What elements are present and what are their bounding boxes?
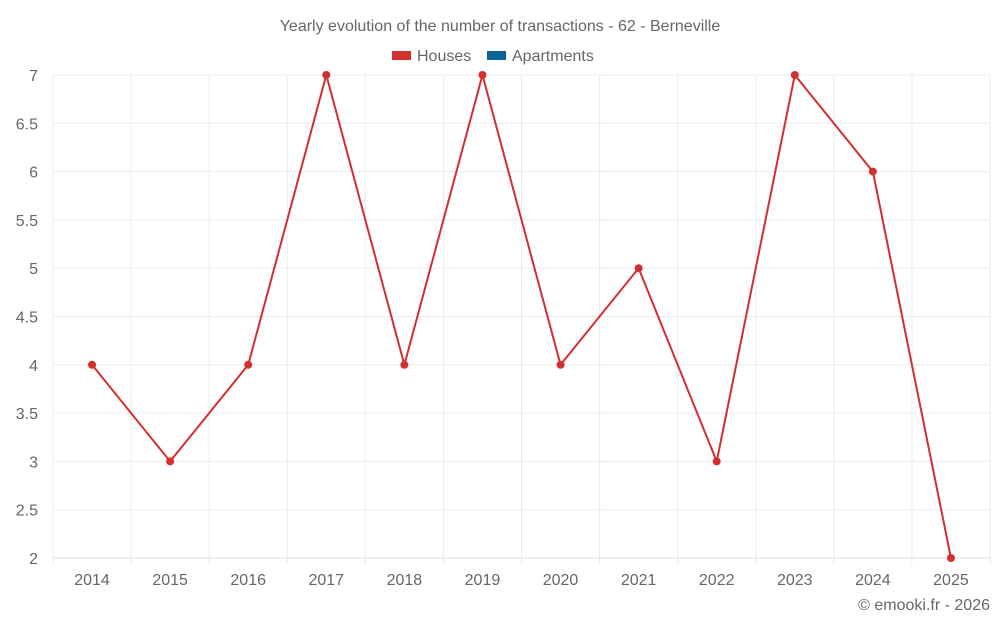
legend-swatch-apartments[interactable] (487, 51, 506, 60)
data-point-houses-2014[interactable] (88, 360, 97, 369)
chart-title: Yearly evolution of the number of transa… (280, 18, 721, 35)
data-point-houses-2019[interactable] (478, 71, 487, 79)
x-tick-label: 2015 (152, 572, 188, 589)
x-tick-label: 2014 (74, 572, 110, 589)
data-point-houses-2023[interactable] (790, 71, 799, 79)
data-point-houses-2016[interactable] (244, 360, 253, 369)
data-point-houses-2017[interactable] (322, 71, 331, 79)
x-tick-label: 2019 (465, 572, 501, 589)
legend-label-apartments[interactable]: Apartments (512, 48, 594, 65)
x-tick-label: 2025 (933, 572, 969, 589)
x-tick-label: 2022 (699, 572, 735, 589)
x-tick-label: 2017 (308, 572, 344, 589)
y-tick-label: 2.5 (16, 503, 38, 520)
data-point-houses-2015[interactable] (166, 457, 175, 466)
series-line-houses (91, 74, 952, 559)
credit-text: © emooki.fr - 2026 (858, 597, 990, 614)
legend: Houses Apartments (392, 48, 594, 65)
y-tick-label: 4.5 (16, 310, 38, 327)
x-tick-label: 2018 (387, 572, 423, 589)
data-point-houses-2022[interactable] (712, 457, 721, 466)
y-tick-label: 3 (29, 454, 38, 471)
data-point-houses-2020[interactable] (556, 360, 565, 369)
y-tick-label: 5 (29, 261, 38, 278)
y-tick-label: 5.5 (16, 213, 38, 230)
data-point-houses-2024[interactable] (868, 167, 877, 176)
grid (52, 74, 991, 564)
y-tick-label: 4 (29, 358, 38, 375)
x-tick-label: 2024 (855, 572, 891, 589)
x-tick-label: 2020 (543, 572, 579, 589)
data-point-houses-2021[interactable] (634, 264, 643, 273)
data-point-houses-2025[interactable] (946, 554, 955, 562)
y-tick-label: 2 (29, 551, 38, 568)
x-tick-label: 2023 (777, 572, 813, 589)
y-tick-label: 6.5 (16, 116, 38, 133)
y-tick-label: 6 (29, 165, 38, 182)
series-layer (88, 71, 955, 562)
y-tick-label: 3.5 (16, 406, 38, 423)
x-tick-label: 2021 (621, 572, 657, 589)
legend-swatch-houses[interactable] (392, 51, 411, 60)
data-point-houses-2018[interactable] (400, 360, 409, 369)
x-tick-label: 2016 (230, 572, 266, 589)
legend-label-houses[interactable]: Houses (417, 48, 471, 65)
y-tick-label: 7 (29, 68, 38, 85)
x-axis-ticks: 2014 2015 2016 2017 2018 2019 2020 2021 2022 2023… (74, 572, 969, 589)
y-axis-ticks: 2 2.5 3 3.5 4 4.5 5 5.5 6 6.5 7 (16, 68, 38, 568)
